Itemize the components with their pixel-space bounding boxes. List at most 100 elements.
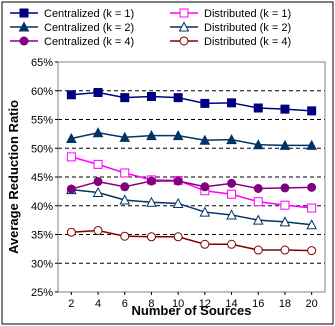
legend-item: Distributed (k = 2) — [170, 21, 291, 34]
x-tick-label: 14 — [225, 298, 237, 310]
data-point — [252, 214, 264, 225]
data-point — [66, 184, 76, 194]
data-point — [280, 245, 290, 255]
data-point — [120, 182, 130, 192]
y-tick-label: 65% — [31, 57, 53, 69]
data-point — [120, 231, 130, 241]
y-tick-label: 40% — [31, 201, 53, 213]
data-point — [279, 216, 291, 227]
data-point — [119, 131, 131, 142]
data-point — [173, 176, 183, 186]
data-point — [199, 134, 211, 145]
data-point — [227, 178, 237, 188]
series-line — [71, 131, 312, 147]
legend-label: Distributed (k = 1) — [204, 8, 291, 20]
data-point — [92, 127, 104, 138]
y-tick-label: 60% — [31, 86, 53, 98]
y-axis: 25% 30% 35% 40% 45% 50% 55% 60% 65% — [31, 57, 58, 299]
data-point — [279, 139, 291, 150]
x-tick-label: 12 — [199, 298, 211, 310]
series-line — [71, 229, 312, 252]
data-point — [200, 182, 210, 192]
data-point — [172, 197, 184, 208]
y-tick-label: 50% — [31, 143, 53, 155]
data-point — [307, 203, 317, 213]
x-tick-label: 6 — [122, 298, 128, 310]
data-point — [226, 209, 237, 220]
y-tick-label: 30% — [31, 258, 53, 270]
data-point — [146, 196, 157, 207]
data-point — [93, 87, 103, 97]
data-point — [253, 245, 263, 255]
data-point — [146, 92, 156, 101]
data-point — [200, 98, 210, 108]
series-line — [71, 91, 312, 112]
y-tick-label: 25% — [31, 287, 53, 299]
data-point — [307, 246, 317, 256]
data-point — [252, 139, 264, 150]
legend-item: Distributed (k = 4) — [170, 36, 291, 48]
data-point — [280, 104, 290, 114]
data-point — [66, 152, 76, 162]
y-axis-title: Average Reduction Ratio — [6, 100, 21, 254]
legend-label: Distributed (k = 4) — [204, 36, 291, 48]
x-tick-label: 18 — [279, 298, 291, 310]
legend-label: Centralized (k = 1) — [44, 8, 134, 20]
data-point — [93, 177, 103, 187]
series-line — [71, 188, 312, 226]
data-point — [93, 225, 103, 235]
data-point — [146, 130, 157, 141]
legend-label: Centralized (k = 4) — [44, 36, 134, 48]
data-point — [306, 219, 317, 230]
x-tick-label: 10 — [172, 298, 184, 310]
data-point — [66, 132, 77, 143]
data-point — [306, 139, 317, 150]
series-5 — [66, 176, 317, 194]
data-point — [226, 134, 237, 145]
legend-marker — [179, 8, 189, 18]
data-point — [280, 183, 290, 193]
legend-marker — [179, 36, 189, 46]
data-point — [92, 186, 104, 198]
x-axis: 2 4 6 8 10 12 14 16 18 20 — [68, 292, 318, 310]
data-point — [227, 239, 237, 249]
data-point — [307, 106, 317, 116]
data-point — [66, 90, 76, 100]
legend-label: Centralized (k = 2) — [44, 22, 134, 34]
legend-marker — [178, 21, 190, 32]
data-point — [93, 159, 103, 169]
series-layer — [66, 87, 317, 256]
legend-item: Centralized (k = 1) — [10, 8, 134, 20]
data-point — [280, 200, 290, 210]
y-tick-label: 55% — [31, 115, 53, 127]
x-tick-label: 2 — [68, 298, 74, 310]
legend: Centralized (k = 1) Centralized (k = 2) Ce… — [10, 8, 291, 48]
data-point — [146, 176, 156, 186]
y-tick-label: 35% — [31, 230, 53, 242]
data-point — [253, 103, 263, 113]
series-line — [71, 180, 312, 190]
legend-marker — [18, 21, 30, 32]
data-point — [66, 227, 76, 237]
x-tick-label: 16 — [252, 298, 264, 310]
legend-marker — [19, 36, 29, 46]
data-point — [173, 232, 183, 242]
series-1 — [66, 87, 317, 116]
x-tick-label: 4 — [95, 298, 101, 310]
data-point — [120, 168, 130, 178]
series-3 — [66, 127, 317, 150]
data-point — [227, 98, 237, 108]
data-point — [199, 206, 211, 217]
legend-marker — [19, 8, 29, 18]
y-tick-label: 45% — [31, 172, 53, 184]
data-point — [146, 232, 156, 242]
series-6 — [66, 225, 317, 256]
legend-item: Centralized (k = 2) — [10, 21, 134, 34]
legend-item: Distributed (k = 1) — [170, 8, 291, 20]
x-tick-label: 8 — [148, 298, 154, 310]
x-axis-title: Number of Sources — [132, 303, 252, 318]
data-point — [253, 184, 263, 193]
data-point — [173, 93, 183, 103]
